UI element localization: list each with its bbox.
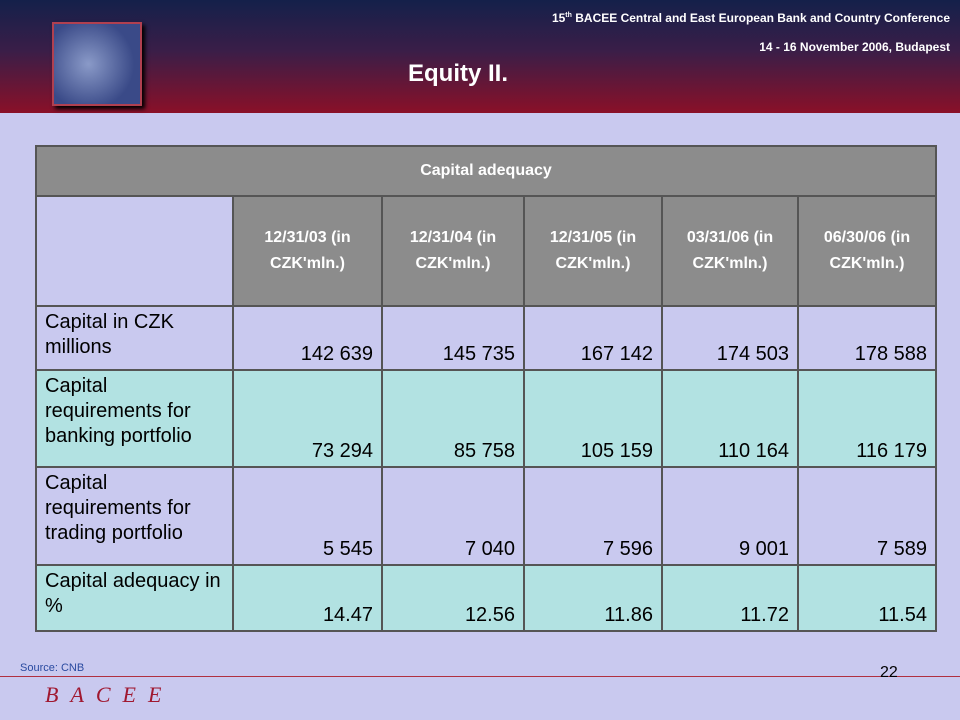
value-cell: 73 294 [232,369,383,468]
column-header: 12/31/05 (in CZK'mln.) [523,195,663,307]
conference-suffix: th [565,12,572,19]
row-label: Capital requirements for banking portfol… [35,369,234,468]
logo-image [52,22,142,106]
value-cell: 142 639 [232,305,383,371]
value-cell: 7 589 [797,466,937,566]
conference-date: 14 - 16 November 2006, Budapest [759,40,950,54]
row-label: Capital adequacy in % [35,564,234,632]
table-row: Capital requirements for banking portfol… [35,369,937,468]
source: Source: CNB [20,662,85,674]
value-cell: 5 545 [232,466,383,566]
value-cell: 12.56 [381,564,525,632]
value-cell: 14.47 [232,564,383,632]
column-header: 12/31/03 (in CZK'mln.) [232,195,383,307]
corner-cell [35,195,234,307]
value-cell: 85 758 [381,369,525,468]
row-label: Capital in CZK millions [35,305,234,371]
table-caption: Capital adequacy [35,145,937,197]
value-cell: 174 503 [661,305,799,371]
conference-name: BACEE Central and East European Bank and… [575,11,950,25]
value-cell: 145 735 [381,305,525,371]
value-cell: 178 588 [797,305,937,371]
header-row: 12/31/03 (in CZK'mln.) 12/31/04 (in CZK'm… [35,195,937,307]
value-cell: 167 142 [523,305,663,371]
value-cell: 110 164 [661,369,799,468]
value-cell: 11.86 [523,564,663,632]
footer-rule [0,676,960,677]
column-header: 12/31/04 (in CZK'mln.) [381,195,525,307]
value-cell: 7 596 [523,466,663,566]
page-number: 22 [880,664,898,681]
conference-number: 15 [551,11,566,25]
value-cell: 11.54 [797,564,937,632]
value-cell: 11.72 [661,564,799,632]
header-band [0,0,960,113]
table-row: Capital in CZK millions 142 639 145 735 167… [35,305,937,371]
slide-title: Equity II. [407,60,508,87]
column-header: 03/31/06 (in CZK'mln.) [661,195,799,307]
value-cell: 7 040 [381,466,525,566]
conference: 15th BACEE Central and East European Ban… [552,11,950,25]
value-cell: 116 179 [797,369,937,468]
value-cell: 9 001 [661,466,799,566]
table-row: Capital adequacy in % 14.47 12.56 11.86 11.7… [35,564,937,632]
row-label: Capital requirements for trading portfol… [35,466,234,566]
table-row: Capital requirements for trading portfol… [35,466,937,566]
footer-logo: BACEE [45,682,174,707]
value-cell: 105 159 [523,369,663,468]
table: Capital adequacy 12/31/03 (in CZK'mln.) 1… [35,145,937,632]
column-header: 06/30/06 (in CZK'mln.) [797,195,937,307]
